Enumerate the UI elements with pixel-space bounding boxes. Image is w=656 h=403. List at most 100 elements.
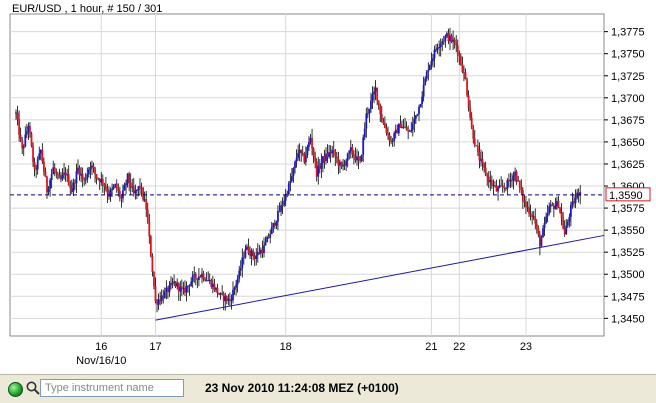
candle-body[interactable] — [120, 197, 123, 199]
candle-body[interactable] — [157, 299, 160, 305]
candle-body[interactable] — [66, 174, 69, 176]
candle-body[interactable] — [461, 64, 464, 73]
candle-body[interactable] — [339, 162, 341, 166]
candle-body[interactable] — [72, 182, 75, 192]
candle-body[interactable] — [291, 176, 293, 182]
candle-body[interactable] — [117, 189, 120, 192]
candle-body[interactable] — [466, 79, 468, 96]
candle-body[interactable] — [481, 158, 484, 163]
candle-body[interactable] — [549, 204, 552, 207]
candle-body[interactable] — [304, 155, 307, 163]
candle-body[interactable] — [421, 96, 423, 104]
candle-body[interactable] — [515, 171, 518, 182]
candle-body[interactable] — [224, 296, 227, 302]
candle-body[interactable] — [210, 279, 213, 287]
candle-body[interactable] — [277, 210, 279, 222]
candle-body[interactable] — [570, 204, 572, 217]
candle-body[interactable] — [106, 189, 109, 194]
candle-body[interactable] — [504, 187, 507, 190]
candle-body[interactable] — [551, 204, 554, 206]
candle-body[interactable] — [435, 49, 437, 51]
candle-body[interactable] — [436, 47, 439, 50]
candle-body[interactable] — [84, 179, 87, 181]
candle-body[interactable] — [143, 199, 146, 201]
candle-body[interactable] — [424, 78, 427, 85]
candle-body[interactable] — [377, 100, 380, 105]
candle-body[interactable] — [273, 223, 276, 226]
candle-body[interactable] — [25, 131, 28, 135]
candle-body[interactable] — [134, 190, 137, 194]
candle-body[interactable] — [433, 49, 436, 59]
candle-body[interactable] — [188, 285, 191, 287]
candle-body[interactable] — [532, 216, 535, 218]
candle-body[interactable] — [528, 207, 530, 214]
candle-body[interactable] — [391, 140, 394, 142]
candle-body[interactable] — [523, 200, 526, 203]
candle-body[interactable] — [105, 186, 107, 190]
candle-body[interactable] — [401, 127, 403, 129]
candle-body[interactable] — [490, 179, 493, 186]
candle-body[interactable] — [335, 156, 338, 159]
candle-body[interactable] — [348, 150, 351, 154]
candle-body[interactable] — [535, 223, 538, 228]
candle-body[interactable] — [402, 126, 405, 128]
candle-body[interactable] — [548, 206, 551, 214]
candle-body[interactable] — [459, 56, 462, 65]
candle-body[interactable] — [342, 164, 344, 167]
candle-body[interactable] — [208, 279, 211, 281]
candle-body[interactable] — [286, 193, 289, 195]
candle-body[interactable] — [325, 153, 327, 162]
candle-body[interactable] — [331, 149, 334, 154]
candle-body[interactable] — [227, 298, 230, 301]
candle-body[interactable] — [74, 182, 76, 184]
candle-body[interactable] — [368, 108, 371, 114]
candle-body[interactable] — [173, 281, 175, 284]
candle-body[interactable] — [77, 167, 79, 172]
candle-body[interactable] — [30, 133, 33, 146]
candle-body[interactable] — [129, 182, 132, 188]
candle-body[interactable] — [470, 117, 473, 128]
candle-body[interactable] — [452, 39, 454, 42]
candle-body[interactable] — [256, 252, 259, 256]
candle-body[interactable] — [357, 156, 360, 160]
candle-body[interactable] — [531, 214, 534, 218]
candle-body[interactable] — [140, 187, 143, 189]
candle-body[interactable] — [359, 159, 361, 161]
candle-body[interactable] — [94, 168, 96, 175]
candle-body[interactable] — [478, 152, 481, 161]
candle-body[interactable] — [263, 245, 265, 253]
candle-body[interactable] — [539, 234, 541, 247]
candle-body[interactable] — [139, 186, 141, 188]
candle-body[interactable] — [213, 283, 216, 290]
candle-body[interactable] — [156, 301, 158, 305]
candle-body[interactable] — [29, 126, 31, 134]
candle-body[interactable] — [249, 253, 251, 257]
candle-body[interactable] — [526, 206, 529, 208]
candle-body[interactable] — [149, 236, 152, 257]
candle-body[interactable] — [86, 174, 89, 180]
candle-body[interactable] — [473, 138, 476, 146]
candle-body[interactable] — [123, 185, 126, 191]
candle-body[interactable] — [56, 173, 59, 175]
candle-body[interactable] — [390, 140, 392, 142]
candle-body[interactable] — [63, 172, 65, 175]
candle-body[interactable] — [270, 227, 273, 235]
candle-body[interactable] — [565, 225, 568, 235]
candle-body[interactable] — [191, 275, 194, 282]
candle-body[interactable] — [458, 54, 461, 57]
trendline[interactable] — [155, 234, 605, 321]
candle-body[interactable] — [92, 165, 95, 169]
candle-body[interactable] — [221, 293, 224, 295]
candle-body[interactable] — [574, 197, 577, 204]
candle-body[interactable] — [272, 223, 275, 228]
candle-body[interactable] — [15, 112, 17, 114]
candle-body[interactable] — [432, 58, 434, 62]
candle-body[interactable] — [163, 291, 166, 299]
candle-body[interactable] — [520, 187, 523, 191]
candle-body[interactable] — [103, 183, 106, 187]
candle-body[interactable] — [543, 222, 546, 229]
candle-body[interactable] — [46, 176, 48, 193]
candle-body[interactable] — [229, 298, 231, 301]
candle-body[interactable] — [91, 165, 93, 167]
candle-body[interactable] — [132, 186, 135, 194]
